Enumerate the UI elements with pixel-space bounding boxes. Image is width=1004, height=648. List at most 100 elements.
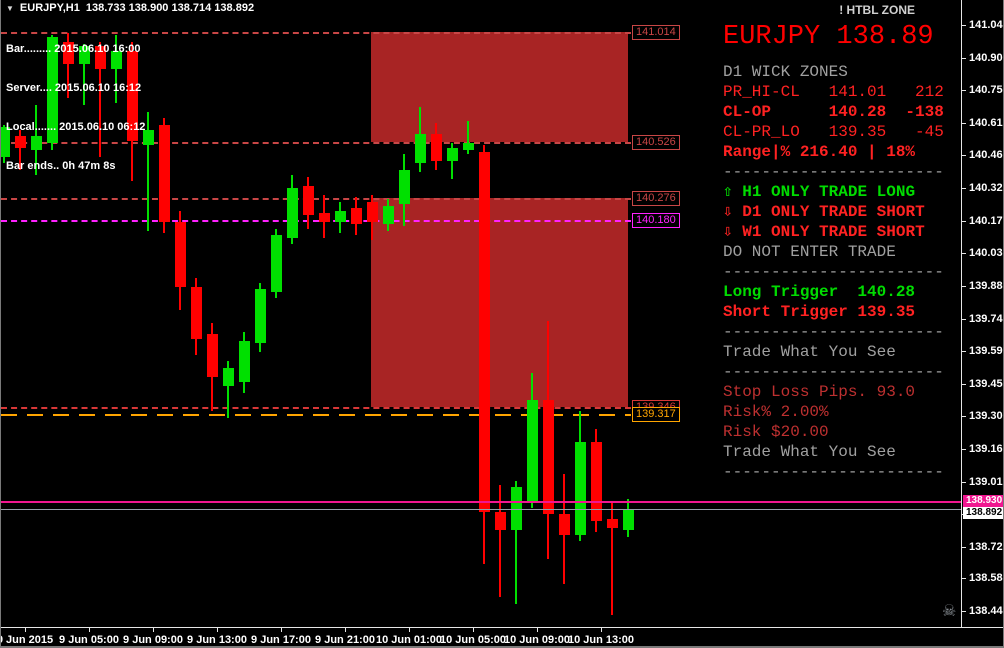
candle-body [543,400,554,514]
price-tick-label: 138.585 [969,572,1003,584]
price-tick-mark [962,58,966,59]
chevron-down-icon[interactable]: ▼ [6,3,14,13]
local-time-line: Local....... 2015.06.10 06:12 [6,121,146,133]
price-tick-label: 139.885 [969,280,1003,292]
panel-line: D1 WICK ZONES [723,63,848,81]
candle-body [527,400,538,503]
panel-line: Long Trigger 140.28 [723,283,916,301]
price-tick-label: 138.725 [969,541,1003,553]
price-tick-label: 139.160 [969,443,1003,455]
candle-wick [227,361,229,418]
skull-icon: ☠ [942,603,957,620]
time-tick-mark [537,628,538,632]
candle-body [175,222,186,287]
candle-body [335,211,346,222]
candle-body [383,206,394,224]
price-tick-label: 139.595 [969,345,1003,357]
panel-symbol-price: EURJPY 138.89 [723,22,934,52]
candle-wick [499,485,501,597]
time-tick-mark [473,628,474,632]
price-tick-label: 139.305 [969,410,1003,422]
level-price-tag: 140.180 [632,213,680,228]
candle-wick [467,121,469,154]
level-line-140.526 [1,142,631,144]
panel-line: ----------------------- [723,463,944,481]
candle-wick [83,44,85,105]
candle-body [607,519,618,528]
price-tick-label: 141.045 [969,19,1003,31]
upper-wick-zone [371,32,628,142]
candle-body [31,136,42,150]
candle-wick [515,481,517,604]
level-price-tag: 140.276 [632,191,680,206]
price-tick-mark [962,286,966,287]
candle-body [15,136,26,148]
price-tick-label: 140.320 [969,182,1003,194]
price-tick-mark [962,416,966,417]
panel-lines: D1 WICK ZONES PR_HI-CL 141.01 212 CL-OP 14… [723,62,944,482]
chart-title-bar: ▼ EURJPY,H1 138.733 138.900 138.714 138.… [6,2,254,14]
panel-line: DO NOT ENTER TRADE [723,243,896,261]
price-tick-mark [962,384,966,385]
candle-wick [147,112,149,231]
server-time-line: Server.... 2015.06.10 16:12 [6,82,142,94]
panel-line: CL-OP 140.28 -138 [723,103,944,121]
level-line-139.346 [1,407,631,409]
time-tick-mark [217,628,218,632]
panel-line: ⇧ H1 ONLY TRADE LONG [723,183,916,201]
candle-body [495,512,506,530]
candle-wick [115,35,117,103]
candle-body [143,130,154,145]
panel-line: CL-PR_LO 139.35 -45 [723,123,944,141]
level-line-140.276 [1,198,631,200]
bar-ends-line: Bar ends.. 0h 47m 8s [6,160,116,172]
price-tick-mark [962,578,966,579]
time-tick-label: 9 Jun 13:00 [187,634,247,646]
price-tick-mark [962,449,966,450]
time-tick-label: 9 Jun 09:00 [123,634,183,646]
time-tick-label: 10 Jun 05:00 [439,634,507,646]
time-tick-mark [25,628,26,632]
candle-body [623,510,634,530]
time-tick-mark [409,628,410,632]
candle-body [399,170,410,204]
price-tick-label: 138.440 [969,605,1003,617]
time-tick-label: 10 Jun 09:00 [503,634,571,646]
price-tick-label: 140.030 [969,247,1003,259]
level-line-140.18 [1,220,631,222]
price-tick-mark [962,351,966,352]
level-price-tag: 139.317 [632,407,680,422]
time-tick-mark [89,628,90,632]
candle-body [79,46,90,64]
level-line-139.317 [1,414,631,416]
time-tick-label: 9 Jun 2015 [0,634,54,646]
price-axis[interactable]: 141.045 140.900 140.755 140.610 140.465 140.3… [961,0,1003,627]
time-tick-mark [345,628,346,632]
candle-body [271,235,282,292]
price-tick-label: 139.015 [969,476,1003,488]
panel-line: Risk% 2.00% [723,403,829,421]
candle-wick [67,33,69,98]
price-tick-mark [962,482,966,483]
candle-wick [19,130,21,170]
ohlc-readout: 138.733 138.900 138.714 138.892 [85,2,255,14]
price-tick-mark [962,253,966,254]
candle-body [111,51,122,69]
panel-line: Short Trigger 139.35 [723,303,916,321]
chart-area[interactable]: 141.014140.526140.276140.180139.346139.3… [1,0,961,627]
panel-line: ----------------------- [723,363,944,381]
candle-body [255,289,266,343]
indicator-panel: EURJPY 138.89 D1 WICK ZONES PR_HI-CL 141.… [723,22,944,481]
candle-body [191,287,202,339]
price-tick-mark [962,123,966,124]
candle-body [479,152,490,512]
panel-line: Range|% 216.40 | 18% [723,143,916,161]
candle-body [95,46,106,69]
time-tick-mark [601,628,602,632]
bid-price-label: 138.930 [963,495,1003,507]
price-tick-mark [962,319,966,320]
time-axis[interactable]: 9 Jun 2015 9 Jun 05:00 9 Jun 09:00 9 Jun 13… [0,627,1003,646]
indicator-watermark: ! HTBL ZONE [839,3,915,17]
bar-time-line: Bar......... 2015.06.10 16:00 [6,43,141,55]
